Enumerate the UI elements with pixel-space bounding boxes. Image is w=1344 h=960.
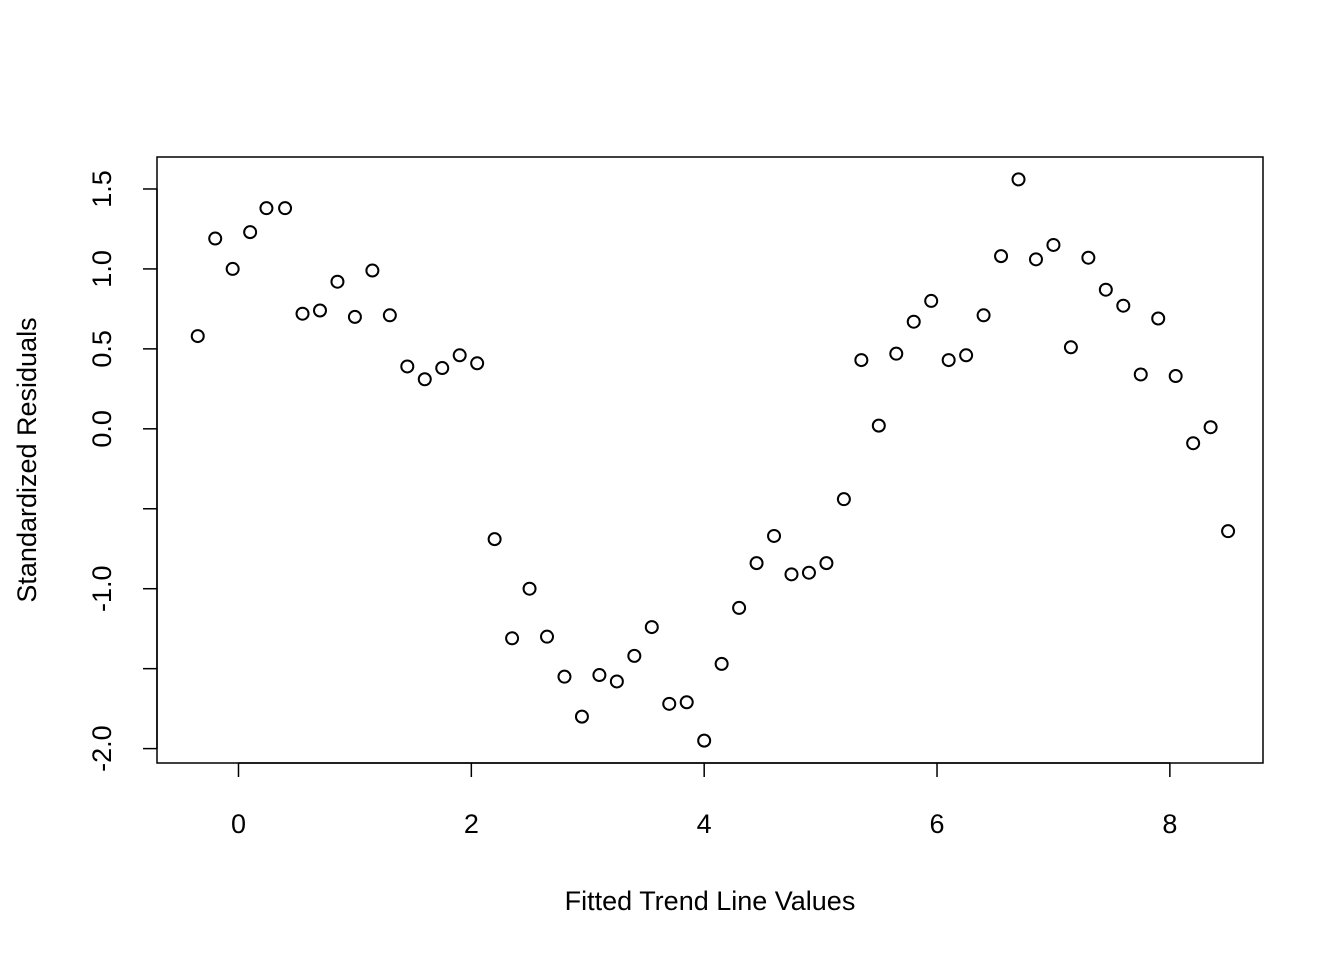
x-tick-label: 2 <box>464 809 479 839</box>
data-point <box>243 225 258 240</box>
data-point <box>382 308 397 323</box>
data-point <box>889 346 904 361</box>
data-point <box>644 620 659 635</box>
data-point <box>278 201 293 216</box>
data-points <box>190 172 1236 748</box>
data-point <box>854 353 869 368</box>
data-point <box>767 528 782 543</box>
y-tick-label: -1.0 <box>87 565 117 612</box>
data-point <box>959 348 974 363</box>
y-axis-label: Standardized Residuals <box>12 317 42 602</box>
data-point <box>540 629 555 644</box>
data-point <box>592 668 607 683</box>
y-tick-label: 0.5 <box>87 330 117 368</box>
x-tick-label: 4 <box>697 809 712 839</box>
x-tick-label: 6 <box>930 809 945 839</box>
data-point <box>924 293 939 308</box>
data-point <box>784 567 799 582</box>
data-point <box>557 669 572 684</box>
data-point <box>662 696 677 711</box>
data-point <box>347 309 362 324</box>
data-point <box>627 648 642 663</box>
data-point <box>871 418 886 433</box>
data-point <box>487 532 502 547</box>
data-point <box>1203 420 1218 435</box>
data-point <box>225 261 240 276</box>
data-point <box>190 329 205 344</box>
data-point <box>994 249 1009 264</box>
data-point <box>1221 524 1236 539</box>
plot-frame <box>156 156 1264 764</box>
data-point <box>435 361 450 376</box>
data-point <box>470 356 485 371</box>
x-tick-label: 0 <box>231 809 246 839</box>
data-point <box>1168 369 1183 384</box>
data-point <box>976 308 991 323</box>
data-point <box>1098 282 1113 297</box>
data-point <box>1133 367 1148 382</box>
data-point <box>259 201 274 216</box>
data-point <box>801 565 816 580</box>
data-point <box>609 674 624 689</box>
data-point <box>1063 340 1078 355</box>
data-point <box>1046 237 1061 252</box>
data-point <box>1186 436 1201 451</box>
data-point <box>400 359 415 374</box>
data-point <box>417 372 432 387</box>
data-point <box>714 656 729 671</box>
y-tick-label: -2.0 <box>87 725 117 772</box>
data-point <box>732 600 747 615</box>
x-axis: 0 2 4 6 8 <box>231 762 1177 839</box>
data-point <box>1151 311 1166 326</box>
y-axis: -2.0 -1.0 0.0 0.5 1.0 1.5 <box>87 170 158 772</box>
data-point <box>697 733 712 748</box>
data-point <box>574 709 589 724</box>
data-point <box>1028 252 1043 267</box>
x-axis-label: Fitted Trend Line Values <box>565 886 856 916</box>
data-point <box>312 303 327 318</box>
data-point <box>1081 250 1096 265</box>
x-tick-label: 8 <box>1162 809 1177 839</box>
data-point <box>749 556 764 571</box>
data-point <box>941 353 956 368</box>
y-tick-label: 0.0 <box>87 410 117 448</box>
data-point <box>679 695 694 710</box>
data-point <box>330 274 345 289</box>
data-point <box>452 348 467 363</box>
data-point <box>1116 298 1131 313</box>
data-point <box>836 492 851 507</box>
data-point <box>365 263 380 278</box>
data-point <box>295 306 310 321</box>
data-point <box>505 631 520 646</box>
data-point <box>819 556 834 571</box>
data-point <box>522 581 537 596</box>
y-tick-label: 1.5 <box>87 170 117 208</box>
data-point <box>1011 172 1026 187</box>
data-point <box>906 314 921 329</box>
data-point <box>208 231 223 246</box>
y-tick-label: 1.0 <box>87 250 117 288</box>
